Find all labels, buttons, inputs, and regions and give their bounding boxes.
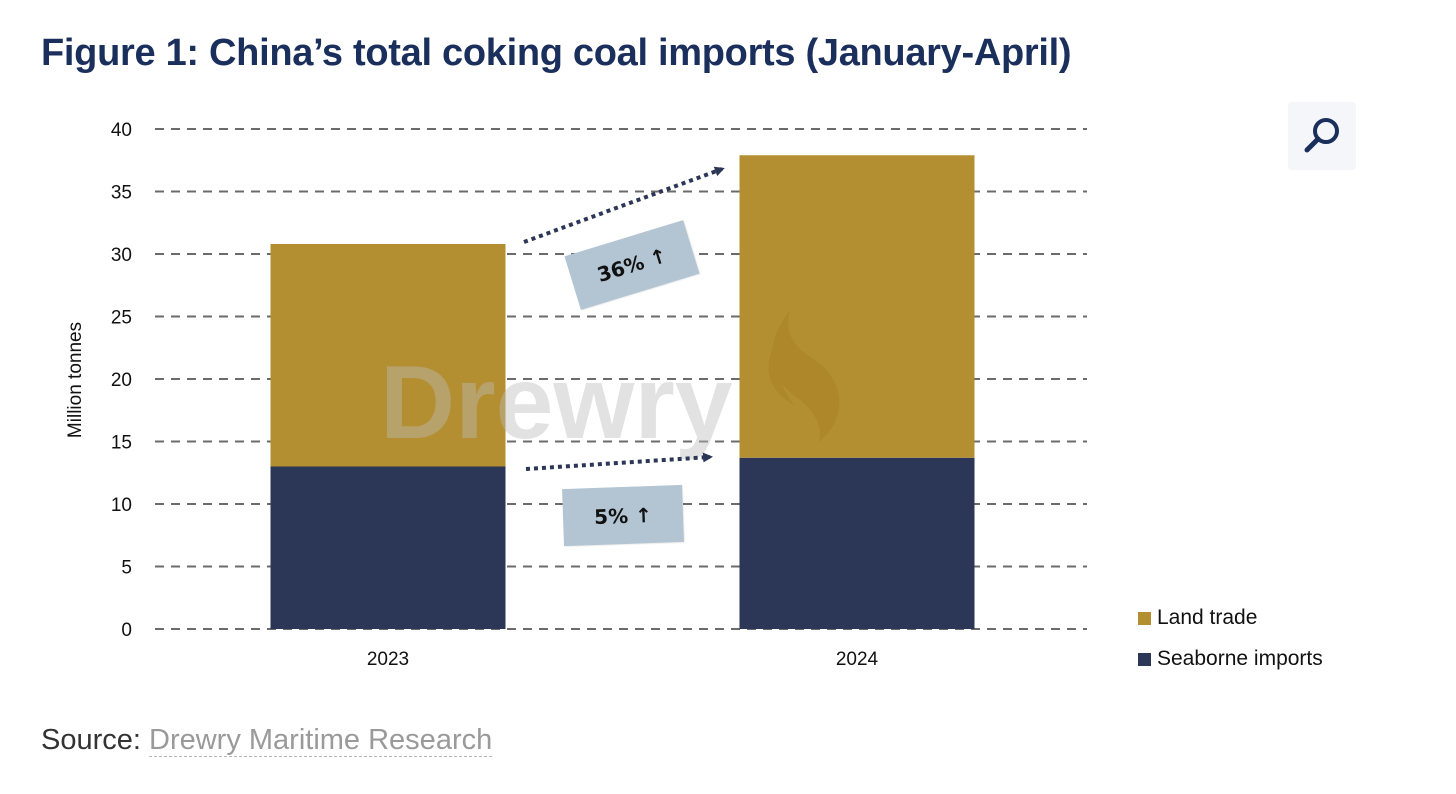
legend-label-seaborne: Seaborne imports: [1157, 647, 1323, 670]
y-axis-title: Million tonnes: [65, 322, 86, 438]
y-tick-label: 25: [111, 308, 132, 329]
bar-land-trade-2023: [270, 244, 506, 467]
legend-item-seaborne: Seaborne imports: [1138, 645, 1323, 673]
bars: [270, 155, 975, 629]
x-tick-label: 2024: [836, 649, 879, 670]
x-tick-label: 2023: [367, 649, 409, 670]
seaborne-change-callout: 5% ↑: [562, 484, 684, 547]
land-trade-arrow: [523, 166, 725, 244]
legend-label-land-trade: Land trade: [1157, 606, 1258, 629]
x-axis-ticks: 2023 2024: [367, 649, 879, 670]
bar-seaborne-imports-2024: [739, 457, 975, 629]
y-tick-label: 35: [111, 183, 132, 204]
y-tick-label: 0: [121, 620, 132, 641]
bar-seaborne-imports-2023: [270, 466, 506, 629]
y-tick-label: 20: [111, 370, 132, 391]
source-link[interactable]: Drewry Maritime Research: [149, 724, 493, 757]
source-line: Source: Drewry Maritime Research: [41, 724, 493, 757]
chart-title: Figure 1: China’s total coking coal impo…: [41, 32, 1072, 74]
y-tick-label: 40: [111, 120, 132, 141]
bar-land-trade-2024: [739, 155, 975, 458]
magnifier-icon: [1304, 118, 1339, 153]
y-tick-label: 5: [121, 558, 132, 579]
watermark-flame-icon: [768, 310, 840, 445]
watermark: Drewry: [380, 310, 840, 461]
y-tick-label: 30: [111, 245, 132, 266]
legend-swatch-seaborne: [1138, 652, 1151, 666]
legend: Land trade Seaborne imports: [1138, 604, 1323, 686]
source-label: Source:: [41, 724, 149, 756]
arrows: [523, 166, 725, 471]
legend-swatch-land-trade: [1138, 611, 1151, 625]
y-axis-ticks: 0 5 10 15 20 25 30 35 40: [111, 120, 132, 641]
legend-item-land-trade: Land trade: [1138, 604, 1323, 632]
zoom-button[interactable]: [1288, 102, 1356, 170]
y-tick-label: 15: [111, 433, 132, 454]
y-tick-label: 10: [111, 495, 132, 516]
seaborne-arrow: [525, 452, 713, 471]
watermark-text: Drewry: [380, 345, 733, 461]
